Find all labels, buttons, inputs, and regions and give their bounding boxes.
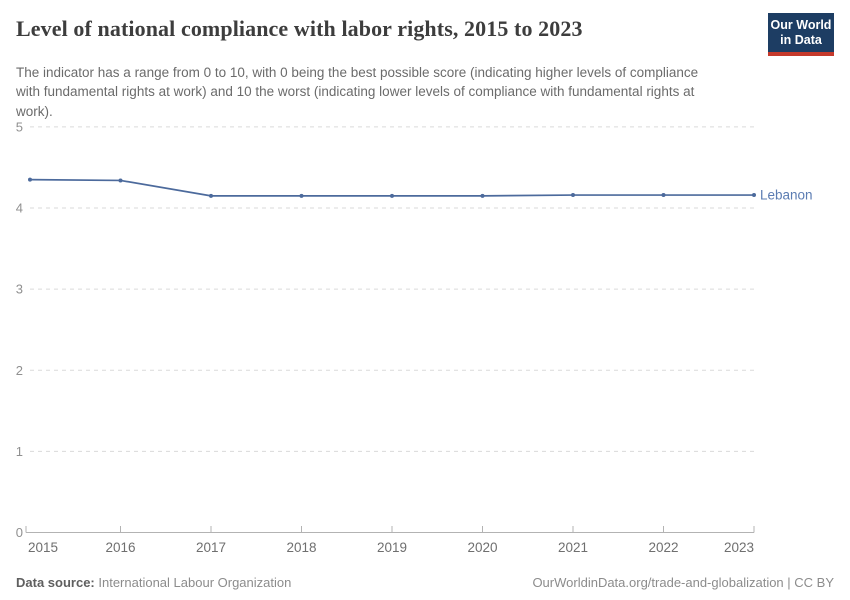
owid-logo-line1: Our World — [770, 18, 832, 32]
data-point[interactable] — [480, 193, 485, 198]
chart-subtitle: The indicator has a range from 0 to 10, … — [16, 64, 699, 119]
data-point[interactable] — [118, 178, 123, 183]
y-axis-tick-label: 3 — [16, 282, 23, 297]
x-axis-tick-label: 2019 — [377, 540, 407, 555]
y-axis-tick-label: 0 — [16, 525, 23, 540]
data-point[interactable] — [390, 193, 394, 198]
entity-label[interactable]: Lebanon — [760, 188, 813, 203]
x-axis-tick-label: 2020 — [467, 540, 497, 555]
trend-line[interactable] — [29, 178, 754, 197]
chart-header: Level of national compliance with labor … — [0, 0, 850, 121]
data-source-value: International Labour Organization — [98, 575, 292, 590]
data-point[interactable] — [209, 193, 213, 198]
page-title: Level of national compliance with labor … — [16, 16, 583, 41]
footer-attribution[interactable]: OurWorldinData.org/trade-and-globalizati… — [532, 575, 834, 590]
data-point[interactable] — [661, 193, 666, 198]
x-axis-tick-label: 2022 — [648, 540, 678, 555]
owid-logo-line2: in Data — [780, 32, 822, 47]
x-axis-tick-label: 2015 — [28, 540, 58, 555]
x-axis-tick-label: 2016 — [105, 540, 135, 555]
data-point[interactable] — [752, 193, 756, 198]
x-axis-tick-label: 2017 — [196, 540, 226, 555]
data-source: Data source: International Labour Organi… — [16, 575, 291, 590]
data-point[interactable] — [571, 193, 575, 198]
y-axis-tick-label: 2 — [16, 363, 23, 378]
data-point[interactable] — [299, 193, 304, 198]
chart-footer: Data source: International Labour Organi… — [16, 575, 834, 590]
x-axis-tick-label: 2018 — [286, 540, 316, 555]
y-axis-tick-label: 5 — [16, 119, 23, 134]
owid-logo[interactable]: Our World in Data — [768, 13, 834, 56]
data-point[interactable] — [28, 177, 32, 182]
x-axis-tick-label: 2021 — [558, 540, 588, 555]
y-axis-tick-label: 1 — [16, 444, 23, 459]
x-axis-tick-label: 2023 — [724, 540, 754, 555]
data-source-label: Data source: — [16, 575, 95, 590]
y-axis-tick-label: 4 — [16, 201, 23, 216]
